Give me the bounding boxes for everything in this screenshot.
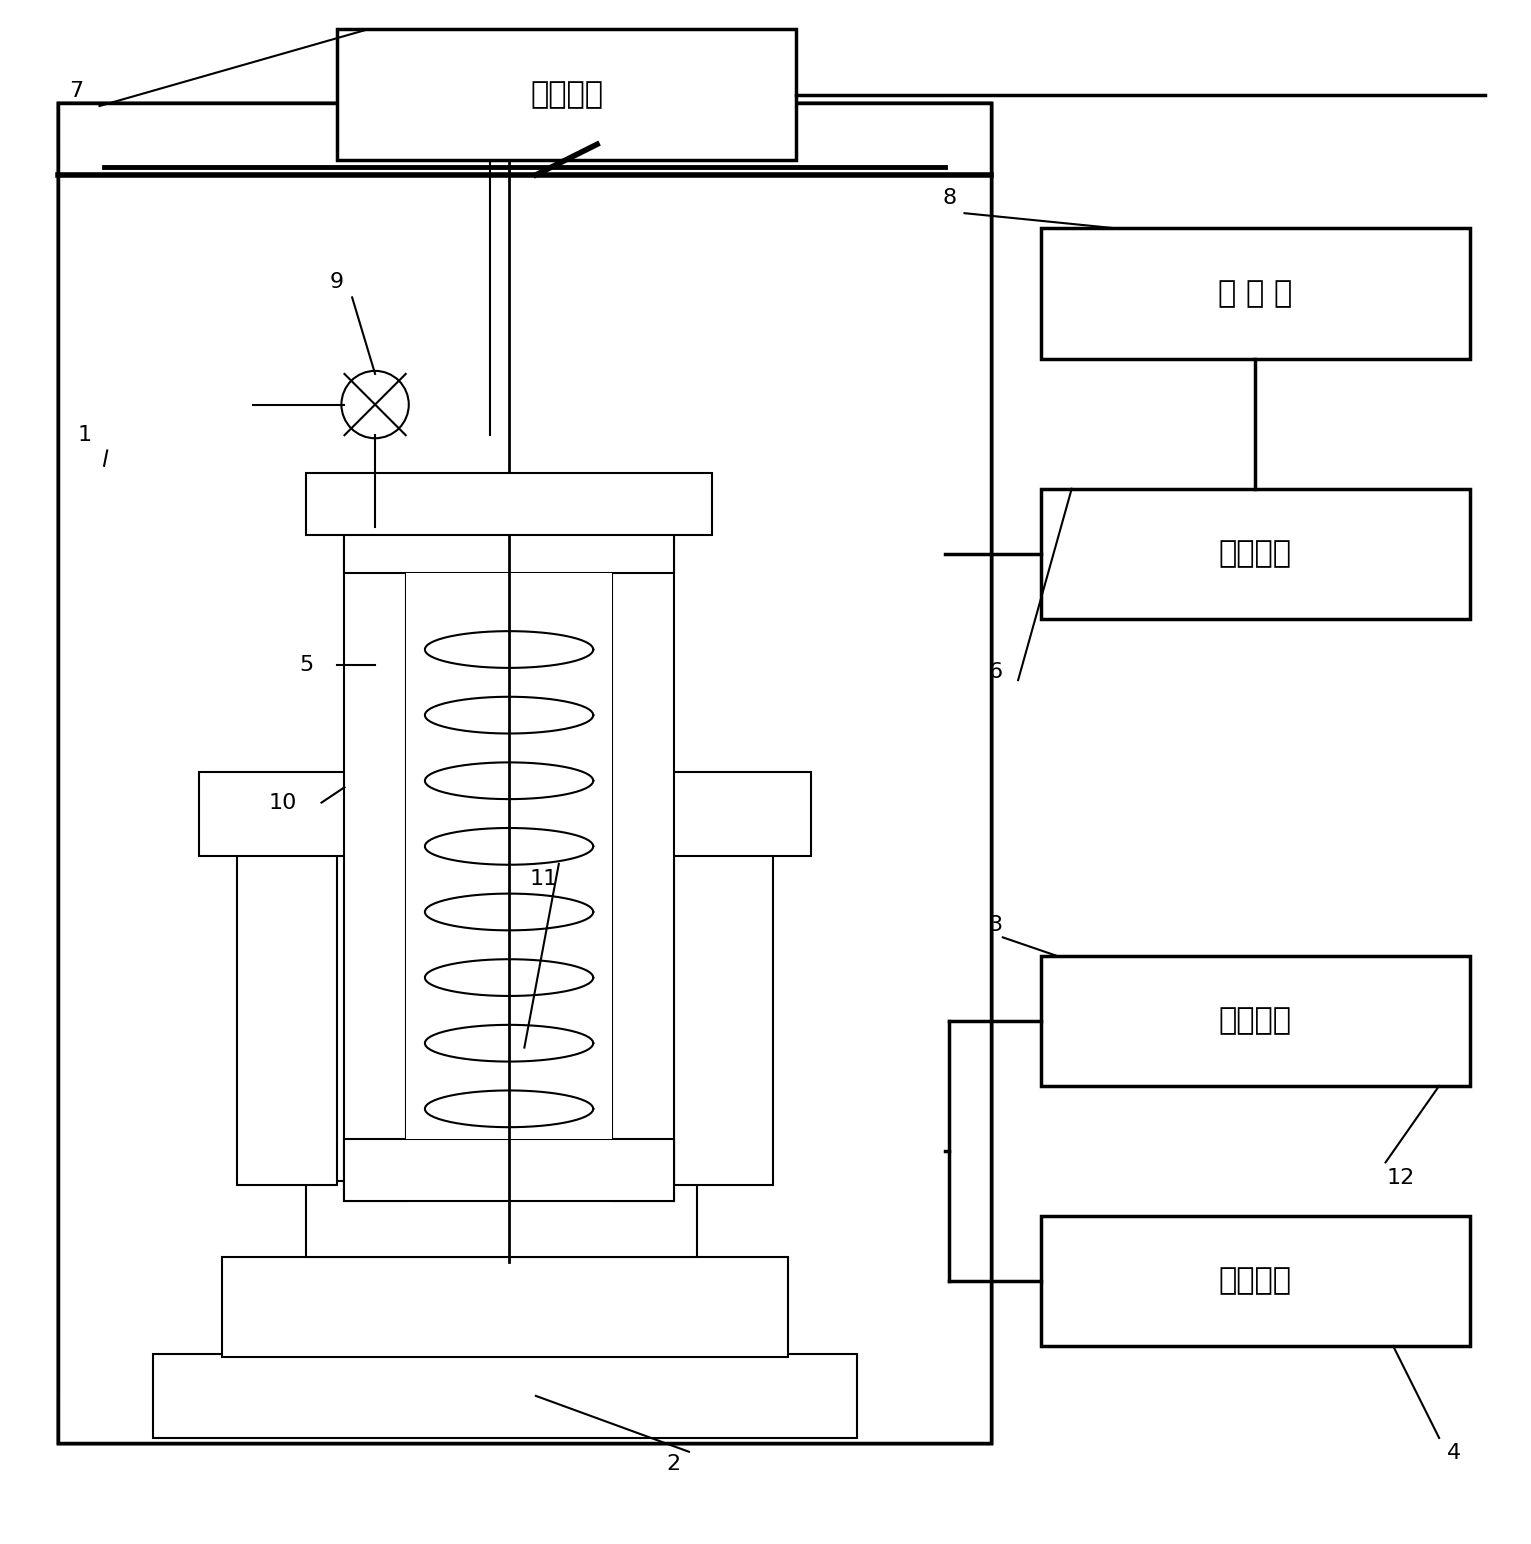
Bar [153, 1354, 857, 1437]
Bar [344, 527, 406, 1201]
Bar [104, 148, 945, 1397]
Bar [222, 1257, 788, 1357]
Text: 8: 8 [942, 188, 957, 208]
Bar [344, 527, 406, 1201]
Text: 9: 9 [329, 272, 344, 292]
Text: 4: 4 [1447, 1444, 1462, 1464]
Bar [306, 474, 712, 534]
Text: 温控单元: 温控单元 [1219, 539, 1292, 568]
Bar [674, 849, 773, 1186]
Bar [58, 103, 991, 1442]
Bar [344, 1139, 674, 1201]
Bar [344, 1139, 674, 1201]
Text: 5: 5 [299, 655, 314, 675]
Text: 分析天平: 分析天平 [530, 80, 603, 110]
Bar [337, 29, 796, 159]
Bar [58, 103, 991, 148]
Text: 计 算 机: 计 算 机 [1219, 279, 1292, 309]
Bar [406, 573, 612, 1139]
Bar [306, 1181, 697, 1257]
Bar [344, 527, 674, 573]
Bar [674, 849, 773, 1186]
Text: 6: 6 [987, 662, 1003, 682]
Bar [306, 474, 712, 534]
Bar [612, 527, 674, 1201]
Text: 2: 2 [666, 1454, 681, 1475]
Bar [58, 103, 991, 1442]
Bar [58, 103, 991, 1442]
Text: 7: 7 [69, 80, 84, 100]
Bar [945, 103, 991, 1442]
Bar [58, 1397, 991, 1442]
Bar [1041, 229, 1470, 358]
Bar [199, 772, 811, 857]
Text: 12: 12 [1387, 1167, 1415, 1187]
Bar [237, 849, 337, 1186]
Text: 11: 11 [530, 869, 557, 889]
Bar [237, 849, 337, 1186]
Bar [1041, 489, 1470, 619]
Bar [1041, 956, 1470, 1085]
Bar [612, 527, 674, 1201]
Text: 恒流电源: 恒流电源 [1219, 1266, 1292, 1295]
Text: 3: 3 [987, 916, 1003, 936]
Bar [58, 103, 104, 1442]
Bar [153, 1354, 857, 1437]
Bar [92, 107, 957, 1414]
Text: 水冷装置: 水冷装置 [1219, 1007, 1292, 1036]
Bar [1041, 1217, 1470, 1346]
Bar [199, 772, 811, 857]
Text: 1: 1 [77, 425, 92, 445]
Bar [306, 1181, 697, 1257]
Bar [344, 527, 674, 573]
Text: 10: 10 [269, 792, 297, 812]
Bar [222, 1257, 788, 1357]
